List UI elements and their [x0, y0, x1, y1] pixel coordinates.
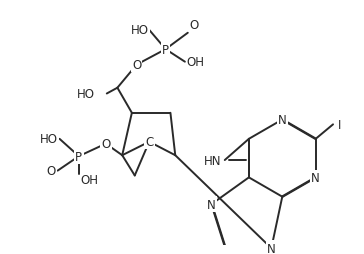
Text: HO: HO	[40, 133, 58, 146]
Text: O: O	[132, 59, 141, 72]
Text: HO: HO	[77, 88, 95, 101]
Text: I: I	[338, 118, 341, 131]
Text: O: O	[47, 165, 56, 178]
Text: HN: HN	[203, 154, 221, 167]
Text: HO: HO	[131, 24, 149, 37]
Text: OH: OH	[81, 173, 99, 186]
Text: N: N	[267, 242, 276, 254]
Text: P: P	[162, 43, 169, 56]
Text: O: O	[101, 138, 110, 151]
Text: N: N	[207, 198, 216, 211]
Text: N: N	[311, 171, 320, 184]
Text: P: P	[75, 150, 82, 163]
Text: C: C	[145, 136, 153, 149]
Text: N: N	[278, 114, 287, 126]
Text: O: O	[190, 19, 199, 32]
Text: OH: OH	[187, 56, 205, 69]
